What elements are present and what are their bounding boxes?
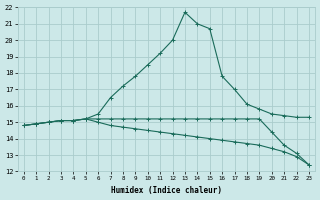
X-axis label: Humidex (Indice chaleur): Humidex (Indice chaleur) [111,186,222,195]
